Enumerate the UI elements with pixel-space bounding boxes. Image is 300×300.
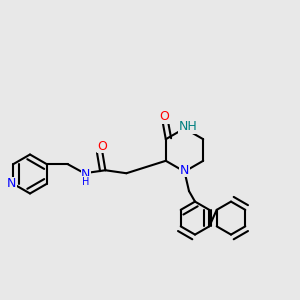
Text: NH: NH (179, 120, 197, 134)
Text: O: O (159, 110, 169, 123)
Text: N: N (7, 177, 16, 190)
Text: N: N (180, 164, 189, 177)
Text: H: H (82, 177, 90, 187)
Text: O: O (98, 140, 107, 153)
Text: N: N (81, 168, 91, 181)
